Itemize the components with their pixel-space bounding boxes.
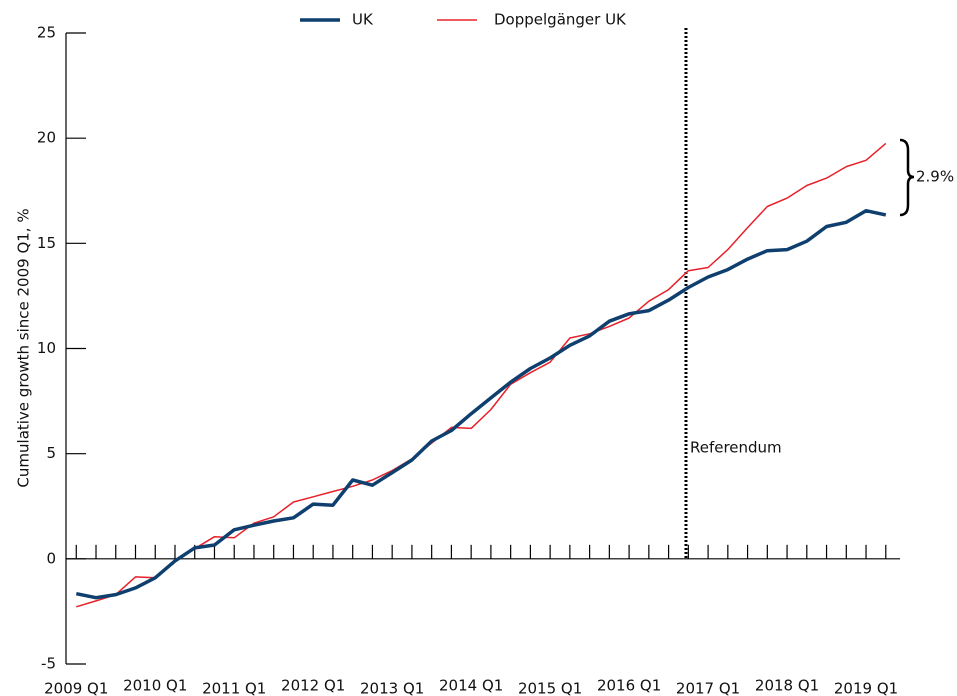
x-tick-label: 2015 Q1 <box>518 680 582 696</box>
y-tick-label: 20 <box>37 129 56 147</box>
legend-label: UK <box>352 11 374 29</box>
x-tick-label: 2019 Q1 <box>834 680 898 696</box>
y-tick-label: 25 <box>37 24 56 42</box>
referendum-label: Referendum <box>690 439 782 457</box>
series-line <box>76 142 887 608</box>
x-tick-label: 2017 Q1 <box>676 680 740 696</box>
y-tick-label: 5 <box>46 444 56 462</box>
series-line <box>75 208 887 600</box>
gap-label: 2.9% <box>916 168 954 186</box>
x-tick-label: 2018 Q1 <box>755 677 819 695</box>
x-tick-label: 2014 Q1 <box>439 677 503 695</box>
legend-label: Doppelgänger UK <box>494 11 627 29</box>
y-tick-label: 0 <box>46 549 56 567</box>
x-tick-label: 2010 Q1 <box>123 677 187 695</box>
y-axis-label: Cumulative growth since 2009 Q1, % <box>15 208 33 487</box>
x-tick-label: 2009 Q1 <box>44 680 108 696</box>
y-tick-label: -5 <box>41 655 56 673</box>
x-tick-label: 2011 Q1 <box>202 680 266 696</box>
x-tick-label: 2012 Q1 <box>281 677 345 695</box>
brace <box>899 138 915 217</box>
x-tick-label: 2016 Q1 <box>597 677 661 695</box>
y-tick-label: 10 <box>37 339 56 357</box>
x-tick-label: 2013 Q1 <box>360 680 424 696</box>
y-tick-label: 15 <box>37 234 56 252</box>
